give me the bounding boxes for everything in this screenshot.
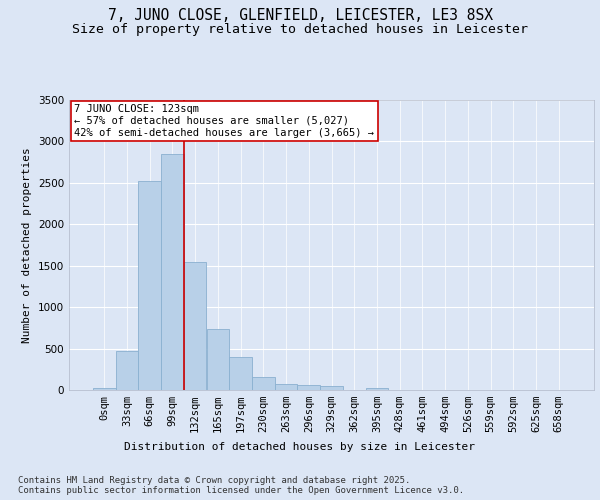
Bar	[93, 388, 116, 390]
Bar	[184, 262, 206, 390]
Bar	[320, 386, 343, 390]
Bar	[206, 329, 229, 390]
Bar	[275, 384, 298, 390]
Text: 7, JUNO CLOSE, GLENFIELD, LEICESTER, LE3 8SX: 7, JUNO CLOSE, GLENFIELD, LEICESTER, LE3…	[107, 8, 493, 22]
Bar	[365, 388, 388, 390]
Bar	[298, 386, 320, 390]
Bar	[161, 154, 184, 390]
Text: 7 JUNO CLOSE: 123sqm
← 57% of detached houses are smaller (5,027)
42% of semi-de: 7 JUNO CLOSE: 123sqm ← 57% of detached h…	[74, 104, 374, 138]
Bar	[116, 351, 139, 390]
Text: Distribution of detached houses by size in Leicester: Distribution of detached houses by size …	[125, 442, 476, 452]
Bar	[229, 358, 252, 390]
Text: Size of property relative to detached houses in Leicester: Size of property relative to detached ho…	[72, 22, 528, 36]
Y-axis label: Number of detached properties: Number of detached properties	[22, 147, 32, 343]
Text: Contains HM Land Registry data © Crown copyright and database right 2025.
Contai: Contains HM Land Registry data © Crown c…	[18, 476, 464, 495]
Bar	[252, 377, 275, 390]
Bar	[139, 181, 161, 390]
